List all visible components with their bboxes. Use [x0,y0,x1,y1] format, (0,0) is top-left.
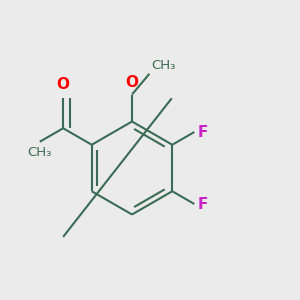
Text: CH₃: CH₃ [28,146,52,159]
Text: F: F [198,196,208,211]
Text: F: F [198,124,208,140]
Text: CH₃: CH₃ [151,59,175,72]
Text: O: O [57,76,70,92]
Text: O: O [125,75,139,90]
